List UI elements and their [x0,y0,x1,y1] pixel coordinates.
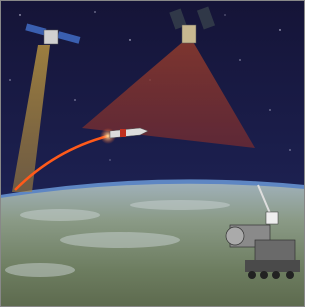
scene [0,0,305,307]
